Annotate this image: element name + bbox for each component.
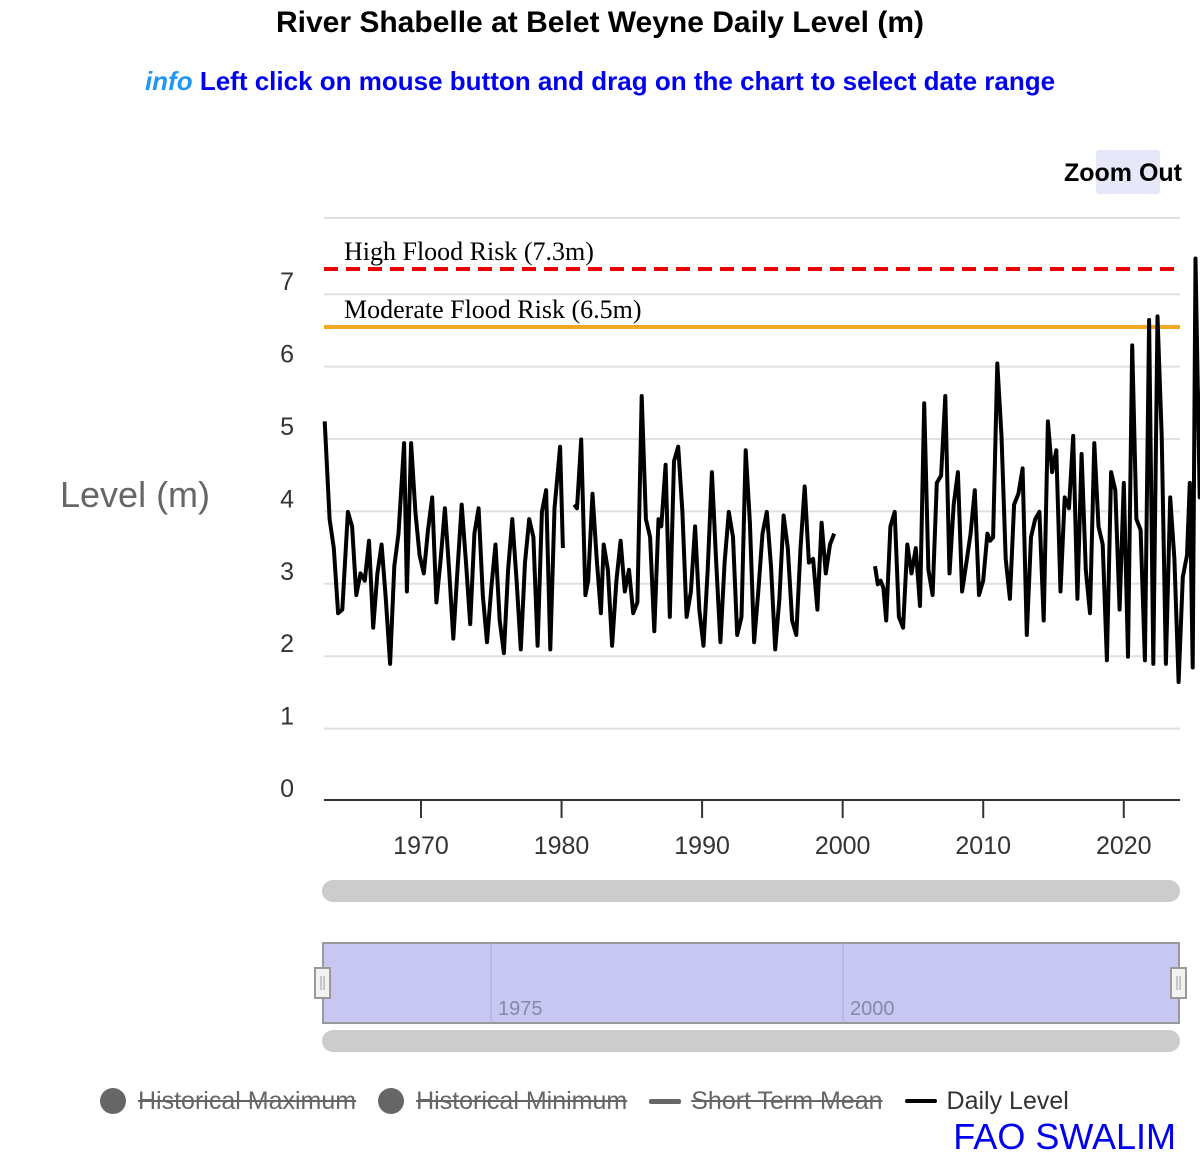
circle-marker-icon: [378, 1088, 405, 1114]
zoom-out-button[interactable]: [1096, 150, 1160, 194]
legend-item-daily-level[interactable]: Daily Level: [904, 1086, 1069, 1116]
navigator-handle-left[interactable]: [314, 967, 331, 999]
y-tick-label: 6: [280, 341, 294, 369]
y-tick-label: 1: [280, 703, 294, 731]
credit-text: FAO SWALIM: [953, 1116, 1176, 1157]
x-tick-label: 2010: [955, 832, 1011, 860]
daily-level-line-segment: [873, 256, 1200, 684]
x-tick-label: 2020: [1096, 832, 1152, 860]
legend-label: Short Term Mean: [691, 1086, 883, 1115]
y-tick-label: 4: [280, 485, 294, 513]
y-tick-label: 7: [280, 268, 294, 296]
high-flood-risk-label: High Flood Risk (7.3m): [344, 237, 594, 266]
x-tick-label: 2000: [815, 832, 871, 860]
x-tick-label: 1990: [674, 832, 730, 860]
legend-label: Historical Minimum: [416, 1086, 628, 1115]
info-icon: info: [144, 66, 193, 96]
daily-level-line-segment: [322, 421, 565, 666]
legend-label: Daily Level: [946, 1086, 1069, 1115]
y-axis-title: Level (m): [60, 474, 211, 515]
moderate-flood-risk-label: Moderate Flood Risk (6.5m): [344, 295, 642, 324]
scrollbar-track[interactable]: [322, 880, 1180, 902]
daily-level-line-segment: [572, 394, 837, 652]
x-tick-label: 1970: [393, 832, 449, 860]
navigator-tick-label: 2000: [850, 998, 895, 1020]
legend-item-short-term-mean[interactable]: Short Term Mean: [649, 1086, 883, 1116]
navigator-tick-label: 1975: [498, 998, 543, 1020]
y-tick-label: 2: [280, 630, 294, 658]
y-tick-label: 0: [280, 775, 294, 803]
chart-title: River Shabelle at Belet Weyne Daily Leve…: [275, 6, 925, 39]
x-tick-label: 1980: [534, 832, 590, 860]
legend-item-historical-minimum[interactable]: Historical Minimum: [378, 1087, 627, 1116]
zoom-out-label[interactable]: Zoom Out: [1063, 159, 1182, 187]
line-marker-icon: [649, 1098, 682, 1104]
legend-item-historical-maximum[interactable]: Historical Maximum: [100, 1087, 356, 1116]
legend: Historical Maximum Historical Minimum Sh…: [100, 1084, 1091, 1118]
y-tick-label: 5: [280, 413, 294, 441]
info-text: Left click on mouse button and drag on t…: [199, 66, 1056, 96]
line-marker-icon: [904, 1099, 937, 1103]
navigator-scrollbar[interactable]: [322, 1030, 1180, 1052]
legend-label: Historical Maximum: [138, 1086, 357, 1115]
navigator-selection[interactable]: [322, 942, 1180, 1024]
y-tick-label: 3: [280, 558, 294, 586]
info-hint: info Left click on mouse button and drag…: [0, 66, 1200, 97]
circle-marker-icon: [100, 1088, 126, 1114]
navigator-handle-right[interactable]: [1170, 967, 1187, 999]
